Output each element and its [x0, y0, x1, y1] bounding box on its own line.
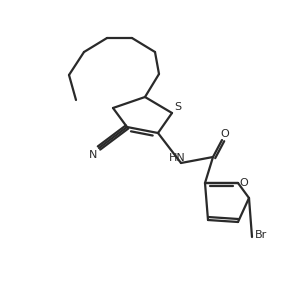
- Text: HN: HN: [168, 153, 185, 163]
- Text: S: S: [175, 102, 181, 112]
- Text: Br: Br: [255, 230, 267, 240]
- Text: N: N: [89, 150, 97, 160]
- Text: O: O: [221, 129, 229, 139]
- Text: O: O: [240, 178, 248, 188]
